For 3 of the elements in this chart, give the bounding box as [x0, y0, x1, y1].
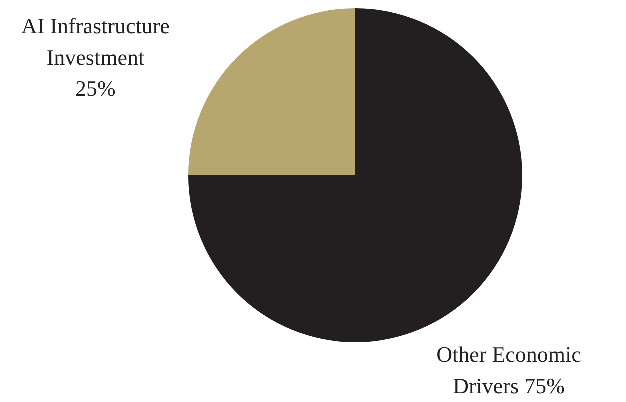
slice-label: Other Economic Drivers 75%	[436, 342, 582, 398]
slice-label: AI Infrastructure Investment	[21, 14, 170, 70]
data-label: 25%	[76, 76, 116, 102]
